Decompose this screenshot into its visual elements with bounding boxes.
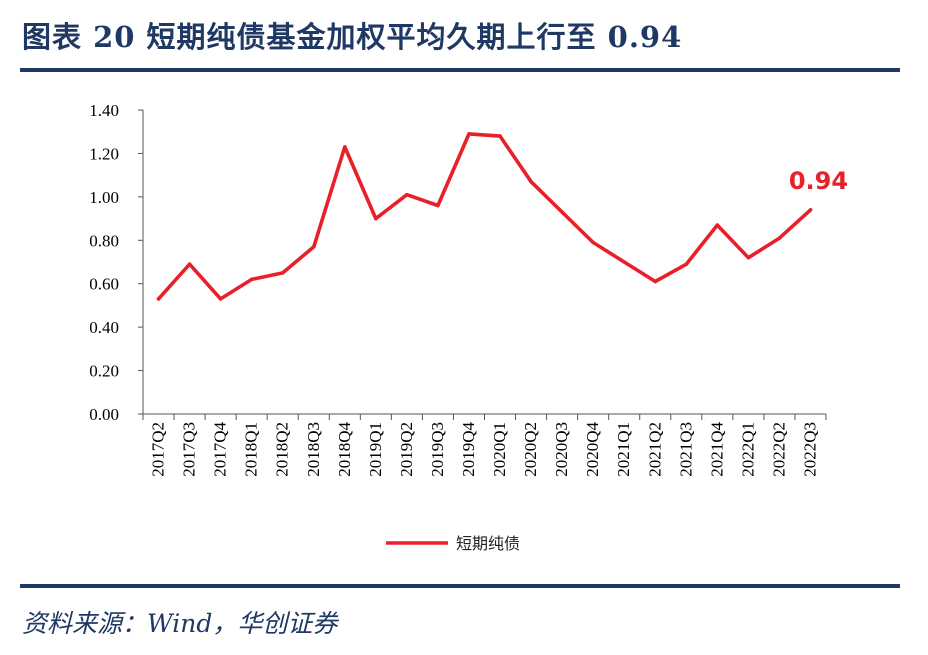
x-tick-label: 2020Q2 bbox=[521, 422, 540, 477]
y-tick-label: 1.20 bbox=[89, 144, 119, 163]
line-chart: 0.000.200.400.600.801.001.201.40 2017Q2 2… bbox=[89, 101, 848, 553]
y-tick-label: 0.20 bbox=[89, 362, 119, 381]
x-tick-label: 2020Q1 bbox=[490, 422, 509, 477]
x-tick-label: 2019Q4 bbox=[459, 422, 478, 477]
y-tick-label: 1.40 bbox=[89, 101, 119, 120]
y-tick-label: 0.80 bbox=[89, 231, 119, 250]
data-point bbox=[560, 210, 564, 214]
data-point bbox=[808, 208, 813, 212]
data-point bbox=[684, 262, 689, 266]
x-axis: 2017Q2 2017Q3 2017Q4 2018Q1 2018Q2 2018Q3 2018… bbox=[142, 413, 827, 477]
data-point bbox=[746, 255, 751, 260]
data-point bbox=[156, 297, 161, 301]
x-tick-label: 2017Q4 bbox=[211, 422, 230, 477]
data-point bbox=[653, 279, 658, 284]
x-tick-label: 2022Q1 bbox=[738, 422, 757, 477]
data-point bbox=[405, 192, 409, 197]
x-tick-label: 2022Q2 bbox=[769, 422, 788, 477]
data-point bbox=[280, 271, 285, 275]
x-tick-label: 2017Q2 bbox=[149, 422, 168, 477]
x-tick-label: 2019Q2 bbox=[397, 422, 416, 477]
data-point bbox=[591, 240, 595, 245]
x-tick-label: 2020Q3 bbox=[552, 422, 571, 477]
y-tick-label: 0.60 bbox=[89, 275, 119, 294]
x-tick-label: 2019Q1 bbox=[366, 422, 385, 477]
data-point bbox=[374, 216, 378, 221]
annotation-layer: 0.94 bbox=[789, 167, 848, 195]
legend-label: 短期纯债 bbox=[456, 534, 520, 553]
data-point bbox=[467, 132, 471, 136]
x-tick-label: 2018Q2 bbox=[273, 422, 292, 477]
y-tick-label: 1.00 bbox=[89, 188, 119, 207]
x-tick-label: 2021Q2 bbox=[645, 422, 664, 477]
data-point bbox=[249, 277, 254, 282]
y-tick-label: 0.00 bbox=[89, 405, 119, 424]
title-divider bbox=[20, 68, 900, 72]
data-point bbox=[436, 203, 440, 208]
x-tick-label: 2020Q4 bbox=[583, 422, 602, 477]
figure-title: 图表 20 短期纯债基金加权平均久期上行至 0.94 bbox=[22, 20, 683, 54]
data-point bbox=[622, 260, 627, 264]
source-note: 资料来源：Wind，华创证券 bbox=[22, 609, 338, 638]
x-tick-label: 2017Q3 bbox=[180, 422, 199, 477]
data-point bbox=[342, 145, 347, 149]
x-tick-label: 2018Q3 bbox=[304, 422, 323, 477]
data-point bbox=[715, 223, 720, 227]
value-annotation: 0.94 bbox=[789, 167, 848, 195]
data-point bbox=[311, 245, 316, 249]
data-point bbox=[529, 179, 533, 184]
y-tick-label: 0.40 bbox=[89, 318, 119, 337]
x-tick-label: 2022Q3 bbox=[800, 422, 819, 477]
x-tick-label: 2019Q3 bbox=[428, 422, 447, 477]
footer-divider bbox=[20, 584, 900, 588]
x-tick-label: 2021Q3 bbox=[676, 422, 695, 477]
series-layer bbox=[156, 132, 813, 301]
x-tick-label: 2018Q1 bbox=[242, 422, 261, 477]
series-line bbox=[156, 132, 813, 301]
data-point bbox=[218, 297, 223, 301]
x-tick-label: 2021Q4 bbox=[707, 422, 726, 477]
data-point bbox=[187, 262, 192, 266]
x-tick-label: 2021Q1 bbox=[614, 422, 633, 477]
data-point bbox=[777, 236, 782, 240]
data-point bbox=[498, 134, 502, 138]
x-tick-label: 2018Q4 bbox=[335, 422, 354, 477]
y-axis: 0.00 0.20 0.40 0.60 0.80 1.00 1.20 1.40 bbox=[89, 101, 144, 424]
legend: 短期纯债 bbox=[386, 534, 520, 553]
